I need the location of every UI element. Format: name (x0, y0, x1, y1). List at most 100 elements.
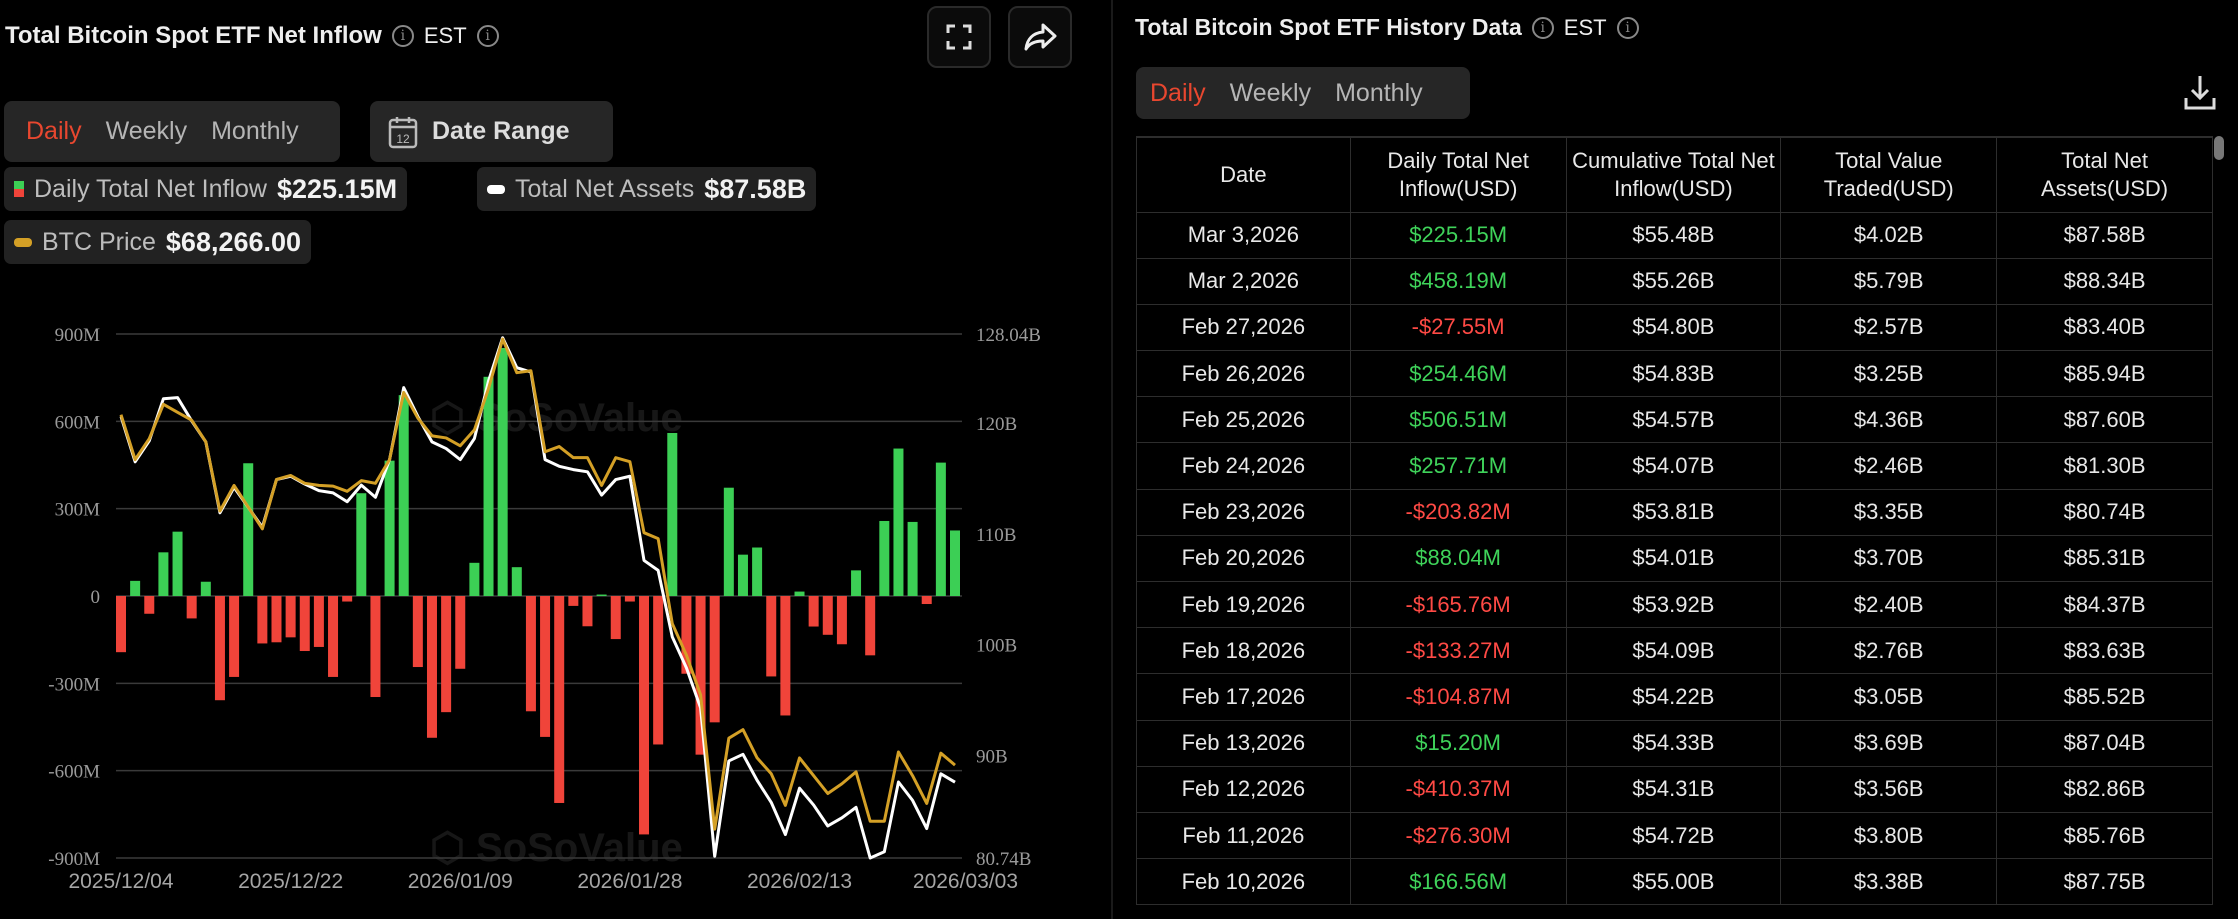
inflow-bar (412, 596, 423, 668)
btc-price-swatch-icon (14, 237, 32, 247)
inflow-swatch-icon (14, 181, 24, 197)
table-row: Feb 26,2026 $254.46M $54.83B $3.25B $85.94B (1136, 350, 2213, 398)
info-icon[interactable]: i (1616, 16, 1639, 39)
tab-daily[interactable]: Daily (26, 117, 82, 145)
table-row: Feb 13,2026 $15.20M $54.33B $3.69B $87.04B (1136, 720, 2213, 767)
tab-daily[interactable]: Daily (1150, 78, 1206, 107)
fullscreen-button[interactable] (927, 6, 991, 68)
inflow-bar (257, 596, 268, 644)
tab-weekly[interactable]: Weekly (105, 117, 188, 145)
date-range-button[interactable]: 12 Date Range (370, 101, 613, 162)
x-tick-label: 2026/03/03 (913, 870, 1018, 893)
inflow-bar (116, 596, 126, 653)
cumulative-inflow-cell: $54.31B (1565, 766, 1782, 813)
daily-inflow-cell: -$410.37M (1349, 766, 1567, 813)
inflow-bar (935, 462, 946, 596)
column-header: Total Net Assets(USD) (1996, 136, 2213, 213)
inflow-bar (384, 460, 395, 596)
inflow-bar (865, 596, 876, 656)
cumulative-inflow-cell: $54.72B (1565, 812, 1782, 860)
daily-inflow-cell: $15.20M (1349, 720, 1567, 767)
date-cell: Feb 17,2026 (1136, 673, 1351, 721)
inflow-bar (229, 596, 240, 677)
legend-btc-price[interactable]: BTC Price $68,266.00 (4, 220, 312, 264)
inflow-bar (441, 596, 452, 713)
date-cell: Feb 11,2026 (1136, 812, 1351, 860)
date-cell: Mar 3,2026 (1136, 212, 1351, 259)
date-cell: Feb 12,2026 (1136, 766, 1351, 813)
inflow-bar (624, 596, 635, 602)
table-row: Feb 23,2026 -$203.82M $53.81B $3.35B $80.74B (1136, 489, 2213, 536)
inflow-bar (822, 596, 833, 635)
info-icon[interactable]: i (476, 25, 499, 47)
value-traded-cell: $3.05B (1780, 673, 1998, 721)
inflow-bar (200, 581, 211, 596)
inflow-bar (299, 596, 310, 652)
net-assets-cell: $87.75B (1996, 858, 2213, 906)
table-row: Feb 24,2026 $257.71M $54.07B $2.46B $81.30B (1136, 442, 2213, 490)
daily-inflow-cell: -$27.55M (1349, 304, 1567, 352)
inflow-bar (836, 596, 847, 645)
inflow-bar (921, 596, 932, 605)
inflow-bar (243, 463, 254, 596)
inflow-bar (709, 596, 720, 723)
download-button[interactable] (2183, 72, 2217, 117)
value-traded-cell: $4.02B (1780, 212, 1998, 259)
inflow-bar (766, 596, 777, 677)
value-traded-cell: $3.35B (1780, 489, 1998, 536)
net-assets-cell: $85.76B (1996, 812, 2213, 860)
inflow-bar (469, 562, 480, 596)
column-header: Cumulative Total Net Inflow(USD) (1565, 136, 1782, 213)
daily-inflow-cell: $506.51M (1349, 396, 1567, 444)
inflow-bar (540, 596, 551, 737)
info-icon[interactable]: i (1531, 16, 1554, 39)
x-tick-label: 2026/01/28 (577, 870, 682, 893)
y-left-tick-label: -900M (48, 849, 100, 870)
inflow-bar (851, 570, 862, 596)
chart-title: Total Bitcoin Spot ETF Net Inflow i EST … (5, 22, 499, 50)
date-cell: Feb 10,2026 (1136, 858, 1351, 906)
cumulative-inflow-cell: $54.83B (1565, 350, 1782, 398)
column-header: Total Value Traded(USD) (1780, 136, 1998, 213)
daily-inflow-cell: -$133.27M (1349, 627, 1567, 675)
daily-inflow-cell: $257.71M (1349, 442, 1567, 490)
share-button[interactable] (1008, 6, 1072, 68)
date-cell: Mar 2,2026 (1136, 258, 1351, 305)
date-cell: Feb 27,2026 (1136, 304, 1351, 352)
net-assets-cell: $87.58B (1996, 212, 2213, 259)
tab-monthly[interactable]: Monthly (1335, 78, 1423, 107)
value-traded-cell: $4.36B (1780, 396, 1998, 444)
table-period-tabs: Daily Weekly Monthly (1136, 67, 1470, 119)
table-scrollbar[interactable] (2214, 136, 2224, 160)
value-traded-cell: $5.79B (1780, 258, 1998, 305)
y-left-tick-label: -300M (48, 674, 100, 695)
inflow-bar (426, 596, 437, 738)
inflow-bar (455, 596, 466, 669)
svg-text:12: 12 (396, 132, 410, 146)
inflow-bar (497, 347, 508, 596)
value-traded-cell: $3.56B (1780, 766, 1998, 813)
date-cell: Feb 26,2026 (1136, 350, 1351, 398)
btc-price-line (119, 337, 956, 831)
tab-weekly[interactable]: Weekly (1229, 78, 1312, 107)
legend-total-net-assets[interactable]: Total Net Assets $87.58B (477, 167, 817, 211)
cumulative-inflow-cell: $55.00B (1565, 858, 1782, 906)
legend-daily-net-inflow[interactable]: Daily Total Net Inflow $225.15M (4, 167, 408, 211)
inflow-bar (511, 567, 522, 596)
net-assets-cell: $85.94B (1996, 350, 2213, 398)
inflow-bar (780, 596, 791, 716)
net-assets-cell: $83.63B (1996, 627, 2213, 675)
date-cell: Feb 20,2026 (1136, 535, 1351, 583)
inflow-bar (639, 596, 650, 835)
calendar-icon: 12 (388, 116, 418, 148)
info-icon[interactable]: i (391, 25, 414, 47)
inflow-bar (186, 596, 197, 619)
table-row: Feb 20,2026 $88.04M $54.01B $3.70B $85.31B (1136, 535, 2213, 583)
inflow-bar (271, 596, 282, 643)
value-traded-cell: $2.76B (1780, 627, 1998, 675)
cumulative-inflow-cell: $53.92B (1565, 581, 1782, 629)
tab-monthly[interactable]: Monthly (211, 117, 299, 145)
y-left-tick-label: 900M (55, 325, 101, 346)
net-assets-cell: $81.30B (1996, 442, 2213, 490)
inflow-bar (130, 580, 141, 596)
